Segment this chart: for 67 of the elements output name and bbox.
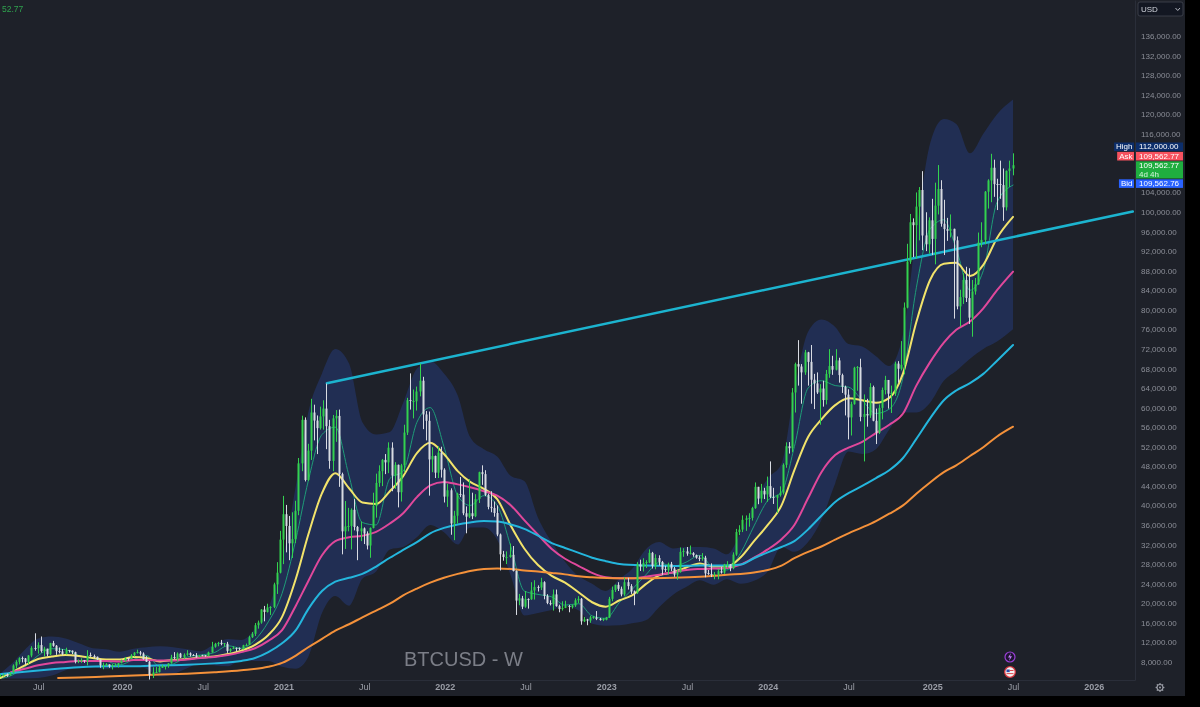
y-tick-label: 24,000.00 — [1141, 579, 1178, 589]
y-tick-label: 120,000.00 — [1141, 110, 1182, 120]
y-tick-label: 28,000.00 — [1141, 560, 1178, 570]
y-tick-label: 36,000.00 — [1141, 521, 1178, 531]
line-series — [0, 344, 1015, 677]
text: 4d 4h — [1139, 169, 1160, 179]
candlestick — [946, 217, 949, 241]
candlestick — [34, 633, 37, 651]
candlestick — [949, 214, 952, 238]
y-tick-label: 76,000.00 — [1141, 325, 1178, 335]
y-tick-label: 72,000.00 — [1141, 344, 1178, 354]
y-tick-label: 124,000.00 — [1141, 90, 1182, 100]
y-tick-label: 60,000.00 — [1141, 403, 1178, 413]
text: 109,562.76 — [1139, 178, 1180, 188]
x-tick-label: 2023 — [596, 682, 617, 693]
candlestick — [344, 501, 347, 549]
x-tick-label: Jul — [520, 682, 532, 693]
candlestick — [912, 218, 915, 257]
y-tick-label: 84,000.00 — [1141, 286, 1178, 296]
line-series — [57, 425, 1015, 680]
candlestick — [772, 487, 775, 504]
y-tick-label: 12,000.00 — [1141, 638, 1178, 648]
x-tick-label: 2025 — [922, 682, 943, 693]
annotation: 52.77 — [2, 4, 24, 14]
y-tick-label: 56,000.00 — [1141, 423, 1178, 433]
y-tick-label: 128,000.00 — [1141, 71, 1182, 81]
x-tick-label: Jul — [197, 682, 209, 693]
x-tick-label: 2021 — [273, 682, 294, 693]
y-tick-label: 40,000.00 — [1141, 501, 1178, 511]
y-tick-label: 64,000.00 — [1141, 384, 1178, 394]
y-tick-label: 136,000.00 — [1141, 32, 1182, 41]
y-tick-label: 44,000.00 — [1141, 481, 1178, 491]
y-tick-label: 88,000.00 — [1141, 266, 1178, 276]
x-tick-label: 2024 — [758, 682, 779, 693]
y-tick-label: 68,000.00 — [1141, 364, 1178, 374]
candlestick — [788, 442, 791, 454]
y-tick-label: 96,000.00 — [1141, 227, 1178, 237]
x-tick-label: Jul — [1007, 682, 1020, 693]
text: USD — [1141, 5, 1159, 14]
y-tick-label: 52,000.00 — [1141, 442, 1178, 452]
text: BTCUSD - W — [404, 648, 523, 670]
candlestick — [412, 389, 415, 419]
text: 109,562.77 — [1139, 160, 1180, 170]
y-tick-label: 116,000.00 — [1141, 129, 1181, 139]
candlestick — [527, 598, 530, 609]
candlestick — [409, 373, 412, 410]
y-tick-label: 104,000.00 — [1141, 188, 1182, 198]
candlestick — [863, 394, 866, 462]
y-tick-label: 48,000.00 — [1141, 462, 1178, 472]
y-tick-label: 80,000.00 — [1141, 305, 1178, 315]
candlestick — [890, 385, 893, 413]
y-tick-label: 20,000.00 — [1141, 599, 1178, 609]
candlestick — [745, 515, 748, 531]
x-tick-label: 2022 — [435, 682, 456, 693]
x-tick-label: 2020 — [112, 682, 133, 693]
x-tick-label: 2026 — [1084, 682, 1105, 693]
y-tick-label: 16,000.00 — [1141, 618, 1178, 628]
y-tick-label: 132,000.00 — [1141, 51, 1182, 61]
y-tick-label: 8,000.00 — [1141, 657, 1173, 667]
x-tick-label: Jul — [358, 682, 371, 693]
x-tick-label: Jul — [843, 682, 855, 693]
y-tick-label: 92,000.00 — [1141, 247, 1178, 257]
y-tick-label: 100,000.00 — [1141, 208, 1182, 218]
x-tick-label: Jul — [681, 682, 694, 693]
candlestick — [223, 643, 226, 647]
y-tick-label: 32,000.00 — [1141, 540, 1178, 550]
x-tick-label: Jul — [32, 682, 45, 693]
